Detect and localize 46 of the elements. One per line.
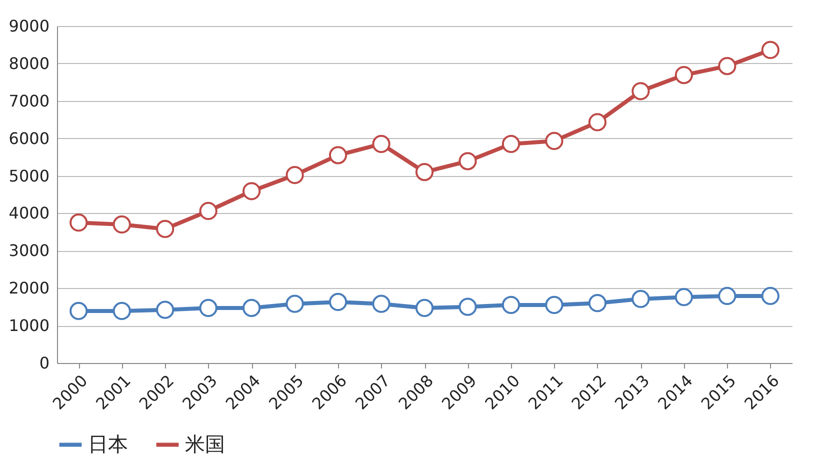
legend-label: 米国 (185, 432, 225, 456)
point (328, 292, 348, 312)
point (156, 220, 174, 238)
point (545, 132, 564, 150)
point (199, 202, 218, 220)
y-tick-label: 9000 (8, 16, 50, 36)
y-tick-label: 6000 (8, 128, 50, 148)
point (372, 294, 390, 313)
y-tick-label: 3000 (8, 241, 50, 260)
point (372, 134, 390, 153)
point (718, 286, 736, 306)
y-tick-label: 0 (39, 354, 50, 372)
y-tick-label: 2000 (8, 278, 50, 298)
point (286, 166, 304, 184)
point (761, 40, 780, 60)
point (545, 296, 564, 314)
point (458, 298, 477, 316)
y-tick-label: 8000 (8, 54, 50, 73)
y-tick-label: 5000 (8, 166, 50, 186)
point (502, 134, 520, 153)
point (242, 182, 261, 200)
point (458, 152, 477, 170)
y-tick-label: 1000 (8, 316, 50, 336)
point (718, 57, 736, 76)
point (70, 302, 88, 320)
y-tick-label: 7000 (8, 91, 50, 110)
point (502, 296, 520, 314)
point (588, 113, 607, 132)
point (112, 215, 131, 234)
point (199, 298, 218, 318)
legend-label: 日本 (88, 432, 128, 456)
y-tick-label: 4000 (8, 204, 50, 223)
point (415, 162, 434, 182)
point (674, 288, 693, 306)
point (328, 146, 348, 164)
point (156, 300, 174, 319)
point (761, 286, 780, 306)
point (674, 66, 693, 84)
point (70, 214, 88, 232)
point (632, 82, 650, 100)
point (632, 290, 650, 308)
point (242, 298, 261, 318)
point (112, 302, 131, 320)
point (286, 294, 304, 313)
point (415, 298, 434, 318)
point (588, 294, 607, 312)
